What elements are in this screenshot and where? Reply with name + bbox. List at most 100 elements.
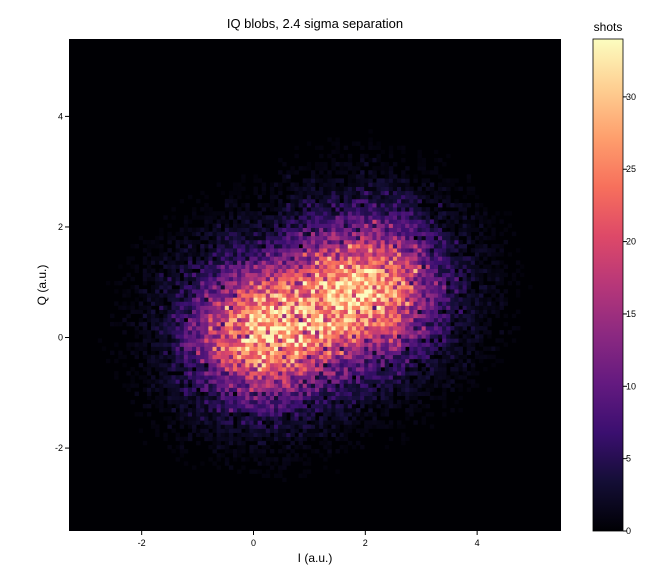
heatmap-cell xyxy=(183,338,189,343)
heatmap-cell xyxy=(204,367,209,372)
heatmap-cell xyxy=(220,264,226,269)
heatmap-cell xyxy=(216,219,222,224)
heatmap-cell xyxy=(483,215,488,220)
heatmap-cell xyxy=(466,264,472,269)
heatmap-cell xyxy=(310,362,316,368)
heatmap-cell xyxy=(265,317,271,323)
heatmap-cell xyxy=(429,223,435,228)
heatmap-cell xyxy=(368,391,373,397)
heatmap-cell xyxy=(159,309,164,315)
heatmap-cell xyxy=(327,350,332,356)
heatmap-cell xyxy=(241,440,246,446)
heatmap-cell xyxy=(425,391,431,397)
heatmap-cell xyxy=(245,272,250,278)
heatmap-cell xyxy=(208,403,213,409)
heatmap-cell xyxy=(323,375,328,380)
heatmap-cell xyxy=(274,326,279,331)
heatmap-cell xyxy=(392,190,398,196)
heatmap-cell xyxy=(433,227,439,233)
heatmap-cell xyxy=(278,239,283,245)
heatmap-cell xyxy=(282,326,287,331)
heatmap-cell xyxy=(208,379,213,384)
heatmap-cell xyxy=(417,387,422,392)
heatmap-cell xyxy=(216,301,222,306)
heatmap-cell xyxy=(155,383,160,388)
heatmap-cell xyxy=(429,260,435,265)
heatmap-cell xyxy=(319,264,324,269)
heatmap-cell xyxy=(237,354,242,360)
heatmap-cell xyxy=(179,403,185,409)
heatmap-cell xyxy=(282,219,287,224)
heatmap-cell xyxy=(249,301,254,306)
heatmap-cell xyxy=(421,379,427,384)
heatmap-cell xyxy=(495,289,500,294)
heatmap-cell xyxy=(319,190,324,196)
heatmap-cell xyxy=(421,420,427,425)
heatmap-cell xyxy=(196,313,201,319)
heatmap-cell xyxy=(454,338,459,343)
heatmap-cell xyxy=(327,309,332,315)
heatmap-cell xyxy=(429,395,435,401)
heatmap-cell xyxy=(433,248,439,253)
heatmap-cell xyxy=(433,215,439,220)
heatmap-cell xyxy=(392,358,398,364)
heatmap-cell xyxy=(183,326,189,331)
heatmap-cell xyxy=(282,465,287,470)
heatmap-cell xyxy=(278,326,283,331)
heatmap-cell xyxy=(298,391,304,397)
heatmap-cell xyxy=(261,207,267,212)
heatmap-cell xyxy=(343,289,349,294)
heatmap-cell xyxy=(413,276,418,282)
heatmap-cell xyxy=(450,297,455,302)
heatmap-cell xyxy=(388,207,394,212)
heatmap-cell xyxy=(253,227,258,233)
heatmap-cell xyxy=(208,346,213,351)
heatmap-cell xyxy=(474,354,480,360)
heatmap-cell xyxy=(433,149,439,155)
heatmap-cell xyxy=(204,297,209,302)
heatmap-cell xyxy=(171,215,176,220)
heatmap-cell xyxy=(327,276,332,282)
heatmap-cell xyxy=(368,231,373,237)
heatmap-cell xyxy=(450,338,455,343)
heatmap-cell xyxy=(179,293,185,298)
heatmap-cell xyxy=(335,211,340,216)
heatmap-cell xyxy=(233,367,238,372)
heatmap-cell xyxy=(331,432,336,438)
heatmap-cell xyxy=(200,358,205,364)
heatmap-cell xyxy=(216,420,222,425)
heatmap-cell xyxy=(265,350,271,356)
heatmap-cell xyxy=(290,432,295,438)
heatmap-cell xyxy=(220,444,226,450)
heatmap-cell xyxy=(417,207,422,212)
heatmap-cell xyxy=(302,223,308,228)
heatmap-cell xyxy=(327,231,332,237)
heatmap-cell xyxy=(360,170,365,175)
heatmap-cell xyxy=(380,162,386,167)
heatmap-cell xyxy=(257,367,263,372)
heatmap-cell xyxy=(278,305,283,310)
heatmap-cell xyxy=(495,272,500,278)
heatmap-cell xyxy=(155,367,160,372)
heatmap-cell xyxy=(315,420,320,425)
heatmap-cell xyxy=(253,244,258,249)
heatmap-cell xyxy=(380,395,386,401)
heatmap-cell xyxy=(454,326,459,331)
heatmap-cell xyxy=(323,326,328,331)
heatmap-cell xyxy=(204,383,209,388)
heatmap-cell xyxy=(269,403,275,409)
heatmap-cell xyxy=(224,350,230,356)
heatmap-cell xyxy=(392,248,398,253)
heatmap-cell xyxy=(335,178,340,183)
heatmap-cell xyxy=(257,395,263,401)
heatmap-cell xyxy=(274,194,279,200)
heatmap-cell xyxy=(282,367,287,372)
heatmap-cell xyxy=(405,178,410,183)
heatmap-cell xyxy=(323,276,328,282)
heatmap-cell xyxy=(417,256,422,261)
heatmap-cell xyxy=(433,371,439,376)
heatmap-cell xyxy=(261,305,267,310)
heatmap-cell xyxy=(409,239,414,245)
heatmap-cell xyxy=(372,391,377,397)
heatmap-cell xyxy=(323,346,328,351)
